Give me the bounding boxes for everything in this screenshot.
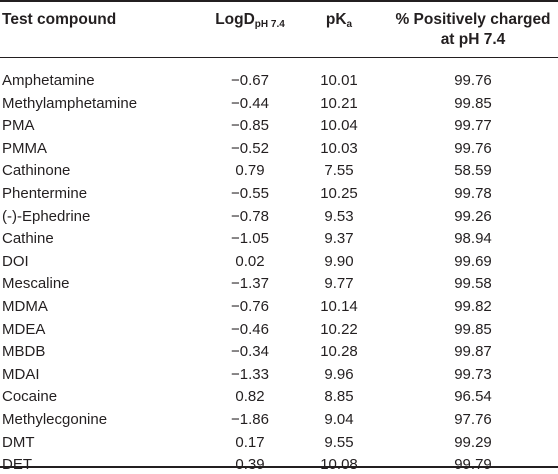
- charged-cell: 58.59: [454, 162, 492, 179]
- charged-cell: 99.78: [454, 185, 492, 202]
- logd-cell: 0.39: [235, 456, 265, 473]
- compound-cell: Methylecgonine: [2, 411, 108, 428]
- compound-cell: Methylamphetamine: [2, 95, 138, 112]
- header-rule: [0, 57, 558, 58]
- logd-cell: −1.37: [231, 275, 269, 292]
- pka-cell: 9.53: [324, 208, 354, 225]
- pka-cell: 9.04: [324, 411, 354, 428]
- charged-cell: 99.76: [454, 72, 492, 89]
- header-logd: LogDpH 7.4: [190, 10, 310, 32]
- pka-cell: 9.96: [324, 366, 354, 383]
- logd-cell: −0.46: [231, 321, 269, 338]
- logd-cell: −0.52: [231, 140, 269, 157]
- logd-cell: −0.76: [231, 298, 269, 315]
- header-percent-charged: % Positively charged at pH 7.4: [390, 10, 556, 50]
- compound-cell: Cathinone: [2, 162, 71, 179]
- compound-cell: MDAI: [2, 366, 40, 383]
- charged-cell: 96.54: [454, 388, 492, 405]
- pka-cell: 9.55: [324, 434, 354, 451]
- pka-cell: 10.25: [320, 185, 358, 202]
- compound-cell: MDMA: [2, 298, 48, 315]
- logd-cell: −0.67: [231, 72, 269, 89]
- pka-cell: 10.14: [320, 298, 358, 315]
- pka-cell: 9.37: [324, 230, 354, 247]
- compound-cell: MDEA: [2, 321, 46, 338]
- logd-cell: 0.82: [235, 388, 265, 405]
- compound-cell: PMMA: [2, 140, 47, 157]
- header-percent-charged-line1: % Positively charged: [395, 11, 551, 28]
- charged-cell: 99.26: [454, 208, 492, 225]
- pka-cell: 9.90: [324, 253, 354, 270]
- header-pka-subscript: a: [346, 19, 353, 30]
- pka-cell: 7.55: [324, 162, 354, 179]
- header-logd-subscript: pH 7.4: [254, 19, 285, 30]
- charged-cell: 98.94: [454, 230, 492, 247]
- pka-cell: 10.21: [320, 95, 358, 112]
- charged-cell: 99.29: [454, 434, 492, 451]
- charged-cell: 99.58: [454, 275, 492, 292]
- charged-cell: 99.85: [454, 95, 492, 112]
- charged-cell: 99.82: [454, 298, 492, 315]
- charged-cell: 99.87: [454, 343, 492, 360]
- charged-cell: 99.76: [454, 140, 492, 157]
- logd-cell: −1.05: [231, 230, 269, 247]
- charged-cell: 99.85: [454, 321, 492, 338]
- header-test-compound: Test compound: [2, 11, 117, 28]
- bottom-rule: [0, 466, 558, 468]
- logd-cell: −0.85: [231, 117, 269, 134]
- logd-cell: −0.55: [231, 185, 269, 202]
- compound-cell: Amphetamine: [2, 72, 95, 89]
- compound-cell: DOI: [2, 253, 29, 270]
- compound-cell: Mescaline: [2, 275, 70, 292]
- logd-cell: 0.17: [235, 434, 265, 451]
- pka-cell: 10.04: [320, 117, 358, 134]
- charged-cell: 99.73: [454, 366, 492, 383]
- logd-cell: −1.86: [231, 411, 269, 428]
- header-pka-main: pK: [325, 11, 347, 28]
- pka-cell: 10.22: [320, 321, 358, 338]
- pka-cell: 10.03: [320, 140, 358, 157]
- top-rule: [0, 0, 558, 2]
- charged-cell: 99.79: [454, 456, 492, 473]
- logd-cell: 0.02: [235, 253, 265, 270]
- logd-cell: −0.44: [231, 95, 269, 112]
- compound-cell: (-)-Ephedrine: [2, 208, 91, 225]
- header-percent-charged-line2: at pH 7.4: [440, 31, 506, 48]
- compound-cell: Cathine: [2, 230, 54, 247]
- logd-cell: 0.79: [235, 162, 265, 179]
- pka-cell: 8.85: [324, 388, 354, 405]
- logd-cell: −0.34: [231, 343, 269, 360]
- compound-cell: PMA: [2, 117, 35, 134]
- compound-cell: MBDB: [2, 343, 46, 360]
- pka-cell: 10.01: [320, 72, 358, 89]
- compound-cell: Phentermine: [2, 185, 88, 202]
- pka-cell: 10.28: [320, 343, 358, 360]
- charged-cell: 99.77: [454, 117, 492, 134]
- header-logd-main: LogD: [215, 11, 255, 28]
- pka-cell: 9.77: [324, 275, 354, 292]
- charged-cell: 99.69: [454, 253, 492, 270]
- header-pka: pKa: [294, 10, 384, 32]
- compound-cell: Cocaine: [2, 388, 58, 405]
- logd-cell: −0.78: [231, 208, 269, 225]
- logd-cell: −1.33: [231, 366, 269, 383]
- compound-cell: DMT: [2, 434, 35, 451]
- compound-cell: DET: [2, 456, 32, 473]
- pka-cell: 10.08: [320, 456, 358, 473]
- charged-cell: 97.76: [454, 411, 492, 428]
